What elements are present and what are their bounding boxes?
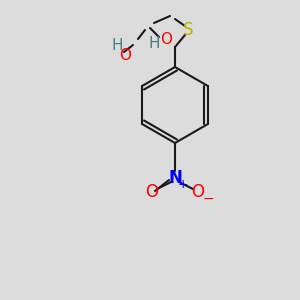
Text: S: S xyxy=(183,21,193,39)
Text: O: O xyxy=(191,183,205,201)
Text: H: H xyxy=(148,35,160,50)
Text: +: + xyxy=(178,178,188,191)
Text: O: O xyxy=(119,47,131,62)
Text: O: O xyxy=(146,183,158,201)
Text: −: − xyxy=(202,192,214,206)
Text: H: H xyxy=(111,38,123,53)
Text: N: N xyxy=(168,169,182,187)
Text: O: O xyxy=(160,32,172,47)
